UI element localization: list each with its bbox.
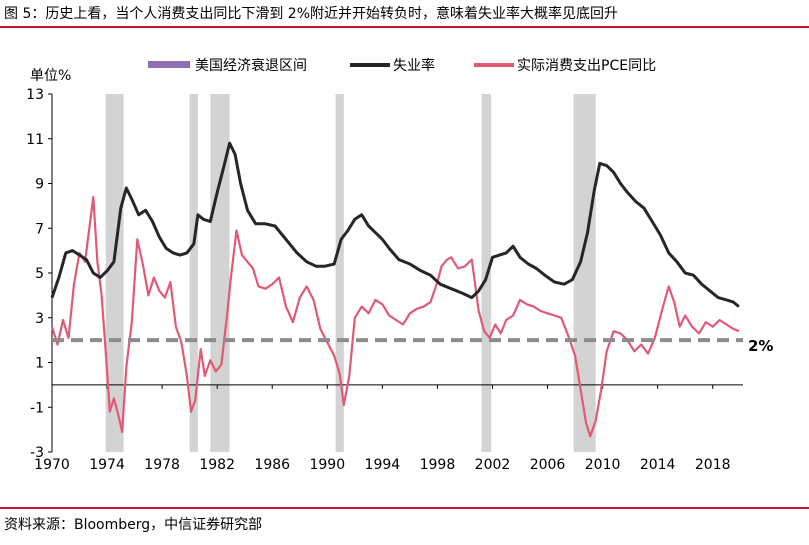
recession-band bbox=[210, 94, 230, 452]
recession-band bbox=[335, 94, 344, 452]
y-tick-label: 3 bbox=[35, 311, 44, 327]
x-tick-label: 2018 bbox=[695, 457, 731, 473]
reference-line-label: 2% bbox=[748, 337, 773, 355]
x-tick-label: 1982 bbox=[199, 457, 235, 473]
x-tick-label: 1990 bbox=[309, 457, 345, 473]
recession-bands bbox=[105, 94, 596, 452]
y-tick-label: -1 bbox=[30, 400, 44, 416]
source-note: 资料来源：Bloomberg，中信证券研究部 bbox=[4, 517, 263, 533]
recession-band bbox=[189, 94, 198, 452]
series-lines bbox=[50, 141, 743, 438]
x-tick-label: 1986 bbox=[254, 457, 290, 473]
y-tick-label: 11 bbox=[26, 132, 44, 148]
x-tick-label: 2010 bbox=[585, 457, 621, 473]
x-tick-label: 2014 bbox=[640, 457, 676, 473]
pce-line bbox=[50, 195, 740, 438]
y-tick-label: 9 bbox=[35, 177, 44, 193]
x-tick-label: 1970 bbox=[34, 457, 70, 473]
x-tick-label: 2006 bbox=[530, 457, 566, 473]
y-tick-label: 13 bbox=[26, 87, 44, 103]
y-axis-unit-label: 单位% bbox=[30, 68, 71, 84]
y-tick-label: 5 bbox=[35, 266, 44, 282]
legend-label-pce: 实际消费支出PCE同比 bbox=[517, 58, 656, 74]
unemployment-line bbox=[50, 141, 740, 308]
x-tick-label: 1998 bbox=[420, 457, 456, 473]
x-tick-label: 1974 bbox=[89, 457, 125, 473]
legend-label-unemployment: 失业率 bbox=[393, 57, 435, 74]
x-axis: 1970 1974 1978 1982 1986 1990 1994 1998 2002 2006… bbox=[34, 384, 743, 473]
y-tick-label: -3 bbox=[30, 445, 44, 461]
x-tick-label: 1994 bbox=[365, 457, 401, 473]
y-tick-label: 7 bbox=[35, 221, 44, 237]
title-rule bbox=[0, 26, 809, 28]
x-tick-label: 1978 bbox=[144, 457, 180, 473]
source-rule bbox=[0, 507, 809, 509]
legend-label-recession: 美国经济衰退区间 bbox=[195, 57, 307, 74]
recession-band bbox=[105, 94, 124, 452]
x-tick-label: 2002 bbox=[475, 457, 511, 473]
y-tick-label: 1 bbox=[35, 356, 44, 372]
recession-band bbox=[573, 94, 596, 452]
figure-title: 图 5：历史上看，当个人消费支出同比下滑到 2%附近并开始转负时，意味着失业率大… bbox=[4, 6, 619, 22]
legend-swatch-recession bbox=[148, 61, 190, 68]
legend: 美国经济衰退区间 失业率 实际消费支出PCE同比 bbox=[148, 57, 656, 74]
